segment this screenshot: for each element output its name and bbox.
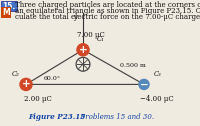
Text: Problems 15 and 30.: Problems 15 and 30. [76, 113, 154, 121]
Text: +: + [79, 45, 87, 55]
Text: 0.500 m: 0.500 m [120, 63, 145, 68]
Ellipse shape [77, 44, 89, 56]
Text: 60.0°: 60.0° [44, 76, 61, 81]
Text: 15.: 15. [2, 2, 16, 10]
Text: Three charged particles are located at the corners of: Three charged particles are located at t… [15, 1, 200, 9]
Text: 2.00 μC: 2.00 μC [24, 95, 52, 103]
Text: −4.00 μC: −4.00 μC [140, 95, 174, 103]
Text: −: − [140, 79, 148, 89]
Text: C₁: C₁ [97, 35, 105, 43]
Text: culate the total electric force on the 7.00-μC charge.: culate the total electric force on the 7… [15, 13, 200, 21]
Text: Figure P23.15: Figure P23.15 [28, 113, 85, 121]
Text: an equilateral triangle as shown in Figure P23.15. Cal-: an equilateral triangle as shown in Figu… [15, 7, 200, 15]
Text: y: y [73, 13, 77, 21]
Text: +: + [22, 79, 30, 89]
Text: M: M [2, 8, 10, 17]
Text: C₃: C₃ [154, 70, 162, 78]
Ellipse shape [139, 79, 149, 89]
Ellipse shape [20, 78, 32, 90]
Text: 7.00 μC: 7.00 μC [77, 31, 105, 39]
Text: C₂: C₂ [12, 70, 20, 78]
